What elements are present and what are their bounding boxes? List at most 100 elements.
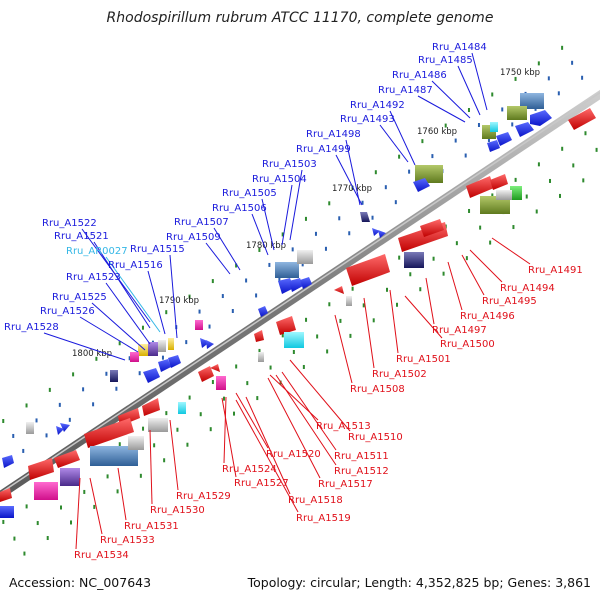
minor-tick	[281, 232, 284, 237]
gene-feature	[142, 398, 160, 416]
gene-feature	[60, 468, 80, 486]
gene-label-rru-a1495[interactable]: Rru_A1495	[482, 296, 537, 307]
minor-tick	[23, 551, 26, 556]
gene-feature	[515, 122, 534, 137]
minor-tick	[281, 333, 284, 338]
gene-label-rru-a1497[interactable]: Rru_A1497	[432, 325, 487, 336]
minor-tick	[188, 395, 191, 400]
gene-label-rru-a1517[interactable]: Rru_A1517	[318, 479, 373, 490]
minor-tick	[487, 137, 490, 142]
minor-tick	[269, 365, 272, 370]
minor-tick	[138, 371, 141, 376]
gene-label-rru-a1498[interactable]: Rru_A1498	[306, 129, 361, 140]
gene-label-rru-a1503[interactable]: Rru_A1503	[262, 159, 317, 170]
gene-feature	[480, 196, 510, 214]
gene-label-rru-a1486[interactable]: Rru_A1486	[392, 70, 447, 81]
gene-feature	[60, 423, 70, 432]
minor-tick	[374, 170, 377, 175]
gene-label-rru-a1506[interactable]: Rru_A1506	[212, 203, 267, 214]
minor-tick	[421, 139, 424, 144]
gene-feature	[206, 340, 214, 349]
leader-line	[205, 242, 231, 275]
minor-tick	[235, 263, 238, 268]
gene-label-rru-a1531[interactable]: Rru_A1531	[124, 521, 179, 532]
gene-label-rru-a1505[interactable]: Rru_A1505	[222, 188, 277, 199]
minor-tick	[489, 240, 492, 245]
gene-label-rru-a1522[interactable]: Rru_A1522	[42, 218, 97, 229]
leader-line	[404, 295, 443, 339]
leader-line	[267, 377, 321, 479]
minor-tick	[233, 411, 236, 416]
gene-feature	[28, 458, 54, 480]
gene-label-rru-a1484[interactable]: Rru_A1484	[432, 42, 487, 53]
gene-label-rru-a1510[interactable]: Rru_A1510	[348, 432, 403, 443]
gene-label-rru-a1499[interactable]: Rru_A1499	[296, 144, 351, 155]
gene-label-rru-a1534[interactable]: Rru_A1534	[74, 550, 129, 561]
gene-feature	[300, 277, 312, 289]
scale-label: 1770 kbp	[332, 184, 372, 194]
minor-tick	[431, 154, 434, 159]
gene-label-rru-a1508[interactable]: Rru_A1508	[350, 384, 405, 395]
gene-label-rru-a1518[interactable]: Rru_A1518	[288, 495, 343, 506]
gene-feature	[258, 352, 264, 362]
minor-tick	[83, 489, 86, 494]
gene-label-rru-a1530[interactable]: Rru_A1530	[150, 505, 205, 516]
minor-tick	[339, 318, 342, 323]
minor-tick	[68, 417, 71, 422]
topology-summary: Topology: circular; Length: 4,352,825 bp…	[247, 575, 591, 590]
gene-label-rru-a1487[interactable]: Rru_A1487	[378, 85, 433, 96]
gene-label-rru-a1523[interactable]: Rru_A1523	[66, 272, 121, 283]
gene-feature	[334, 286, 344, 294]
gene-label-rru-a1529[interactable]: Rru_A1529	[176, 491, 231, 502]
gene-feature	[148, 342, 158, 356]
gene-label-rru-a1519[interactable]: Rru_A1519	[296, 513, 351, 524]
gene-label-rru-a1528[interactable]: Rru_A1528	[4, 322, 59, 333]
gene-label-rru-ar0027[interactable]: Rru_AR0027	[66, 246, 128, 257]
gene-label-rru-a1485[interactable]: Rru_A1485	[418, 55, 473, 66]
gene-feature	[26, 422, 34, 434]
leader-line	[281, 184, 293, 246]
gene-label-rru-a1491[interactable]: Rru_A1491	[528, 265, 583, 276]
gene-label-rru-a1509[interactable]: Rru_A1509	[166, 232, 221, 243]
gene-feature	[178, 402, 186, 414]
minor-tick	[398, 154, 401, 159]
gene-feature	[0, 506, 14, 518]
gene-label-rru-a1511[interactable]: Rru_A1511	[334, 451, 389, 462]
gene-label-rru-a1492[interactable]: Rru_A1492	[350, 100, 405, 111]
minor-tick	[362, 303, 365, 308]
minor-tick	[535, 209, 538, 214]
minor-tick	[371, 215, 374, 220]
gene-label-rru-a1525[interactable]: Rru_A1525	[52, 292, 107, 303]
leader-line	[43, 332, 126, 361]
scale-label: 1790 kbp	[159, 296, 199, 306]
gene-label-rru-a1521[interactable]: Rru_A1521	[54, 231, 109, 242]
leader-line	[469, 249, 503, 283]
minor-tick	[188, 294, 191, 299]
minor-tick	[582, 178, 585, 183]
leader-line	[379, 124, 409, 163]
gene-label-rru-a1494[interactable]: Rru_A1494	[500, 283, 555, 294]
gene-label-rru-a1502[interactable]: Rru_A1502	[372, 369, 427, 380]
gene-feature	[130, 352, 139, 362]
minor-tick	[479, 225, 482, 230]
gene-label-rru-a1524[interactable]: Rru_A1524	[222, 464, 277, 475]
gene-label-rru-a1500[interactable]: Rru_A1500	[440, 339, 495, 350]
minor-tick	[561, 45, 564, 50]
gene-label-rru-a1493[interactable]: Rru_A1493	[340, 114, 395, 125]
gene-label-rru-a1527[interactable]: Rru_A1527	[234, 478, 289, 489]
minor-tick	[72, 372, 75, 377]
gene-label-rru-a1520[interactable]: Rru_A1520	[266, 449, 321, 460]
gene-label-rru-a1513[interactable]: Rru_A1513	[316, 421, 371, 432]
leader-line	[235, 399, 299, 513]
gene-label-rru-a1501[interactable]: Rru_A1501	[396, 354, 451, 365]
gene-label-rru-a1496[interactable]: Rru_A1496	[460, 311, 515, 322]
gene-label-rru-a1526[interactable]: Rru_A1526	[40, 306, 95, 317]
gene-label-rru-a1515[interactable]: Rru_A1515	[130, 244, 185, 255]
gene-label-rru-a1512[interactable]: Rru_A1512	[334, 466, 389, 477]
leader-line	[105, 256, 161, 333]
gene-label-rru-a1504[interactable]: Rru_A1504	[252, 174, 307, 185]
gene-label-rru-a1516[interactable]: Rru_A1516	[108, 260, 163, 271]
gene-label-rru-a1533[interactable]: Rru_A1533	[100, 535, 155, 546]
minor-tick	[255, 293, 258, 298]
gene-label-rru-a1507[interactable]: Rru_A1507	[174, 217, 229, 228]
